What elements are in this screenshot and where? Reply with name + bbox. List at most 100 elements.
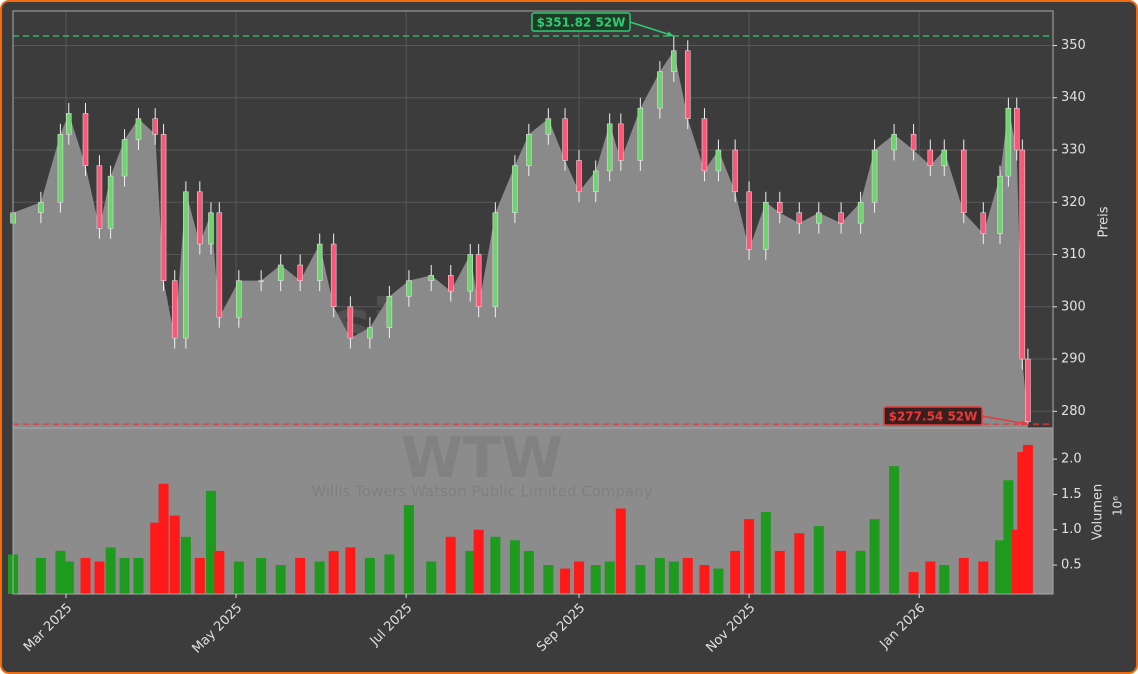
volume-bar: [328, 550, 339, 594]
candle-body: [1005, 107, 1012, 177]
volume-bar: [794, 533, 805, 594]
volume-axis-label: Volumen: [1091, 484, 1106, 541]
volume-bar: [509, 540, 520, 594]
volume-bar: [869, 519, 880, 594]
candle-body: [961, 149, 967, 213]
candle-body: [152, 118, 158, 135]
volume-bar: [654, 557, 665, 594]
candle-body: [121, 139, 128, 177]
volume-bar: [384, 554, 395, 594]
candle-body: [197, 191, 203, 245]
volume-bar: [635, 565, 646, 594]
candle-body: [545, 118, 552, 135]
volume-bar: [233, 561, 244, 594]
volume-bar: [403, 504, 414, 594]
volume-bar: [1011, 529, 1022, 594]
volume-bar: [668, 561, 679, 594]
candle-body: [637, 107, 644, 161]
candle-body: [216, 212, 223, 318]
candle-body: [386, 296, 393, 328]
volume-bar: [560, 568, 571, 594]
volume-bar: [744, 519, 755, 594]
candle-body: [1025, 358, 1031, 422]
y-tick-label: 290: [1061, 352, 1086, 367]
volume-bar: [682, 557, 693, 594]
volume-bar: [133, 557, 144, 594]
volume-bar: [604, 561, 615, 594]
arrow-head: [666, 31, 674, 37]
volume-bar: [925, 561, 936, 594]
volume-bar: [295, 557, 306, 594]
y-axis-label: Preis: [1097, 206, 1112, 237]
candle-body: [406, 280, 412, 297]
volume-bar: [978, 561, 989, 594]
candle-body: [277, 264, 284, 281]
volume-bar: [314, 561, 325, 594]
candle-body: [891, 134, 897, 151]
volume-panel-border: [12, 427, 1054, 595]
candle-body: [96, 165, 103, 229]
candle-body: [910, 134, 917, 151]
candle-body: [297, 264, 303, 281]
candle-body: [857, 202, 864, 224]
candle-body: [838, 212, 844, 224]
annotation-arrow: [981, 415, 1029, 425]
volume-bar: [473, 529, 484, 594]
candle-body: [347, 306, 354, 339]
candle-body: [657, 71, 663, 109]
candle-body: [1014, 107, 1020, 151]
candle-body: [941, 149, 948, 166]
y-tick-label: 310: [1061, 247, 1086, 262]
volume-bar: [150, 522, 161, 594]
candle-body: [871, 149, 878, 203]
candle-body: [135, 118, 142, 140]
candle-body: [330, 243, 337, 308]
volume-bar: [574, 561, 585, 594]
y-tick-label: 330: [1061, 143, 1086, 158]
volume-bar: [364, 557, 375, 594]
volume-bar: [63, 561, 74, 594]
volume-bar: [205, 490, 216, 594]
volume-bar: [855, 550, 866, 594]
volume-bar: [760, 512, 771, 594]
candle-body: [171, 280, 178, 339]
volume-bar: [523, 550, 534, 594]
company-watermark: Willis Towers Watson Public Limited Comp…: [311, 483, 652, 501]
candle-body: [606, 123, 613, 172]
volume-bar: [713, 568, 724, 594]
candle-body: [367, 327, 373, 339]
candle-body: [777, 202, 783, 213]
candle-body: [980, 212, 987, 234]
arrow-head: [1021, 420, 1028, 426]
volume-bar: [543, 565, 554, 594]
volume-bar: [214, 550, 225, 594]
annotation-label: $277.54 52W: [889, 410, 978, 424]
candle-body: [715, 149, 722, 172]
volume-bar: [426, 561, 437, 594]
y-tick-label: 340: [1061, 90, 1086, 105]
volume-bar: [1003, 480, 1014, 594]
volume-bar: [105, 547, 116, 594]
volume-bar: [256, 557, 267, 594]
volume-bar: [445, 536, 456, 594]
y-tick-label: 300: [1061, 299, 1086, 314]
y-tick-label: 350: [1061, 38, 1086, 53]
candle-body: [183, 191, 189, 339]
candle-body: [258, 280, 264, 282]
candle-body: [592, 170, 599, 193]
volume-bar: [730, 550, 741, 594]
volume-bar: [615, 508, 626, 594]
volume-bar: [813, 526, 824, 594]
candle-body: [816, 212, 822, 224]
candle-body: [746, 191, 752, 250]
volume-bar: [194, 557, 205, 594]
volume-bar: [275, 565, 286, 594]
volume-bar: [180, 536, 191, 594]
candle-body: [57, 134, 64, 203]
volume-bar: [1022, 444, 1033, 594]
candle-body: [1019, 149, 1026, 360]
volume-bar: [119, 557, 130, 594]
annotation-label: $351.82 52W: [537, 16, 626, 30]
volume-bar: [35, 557, 46, 594]
candle-body: [160, 134, 167, 281]
